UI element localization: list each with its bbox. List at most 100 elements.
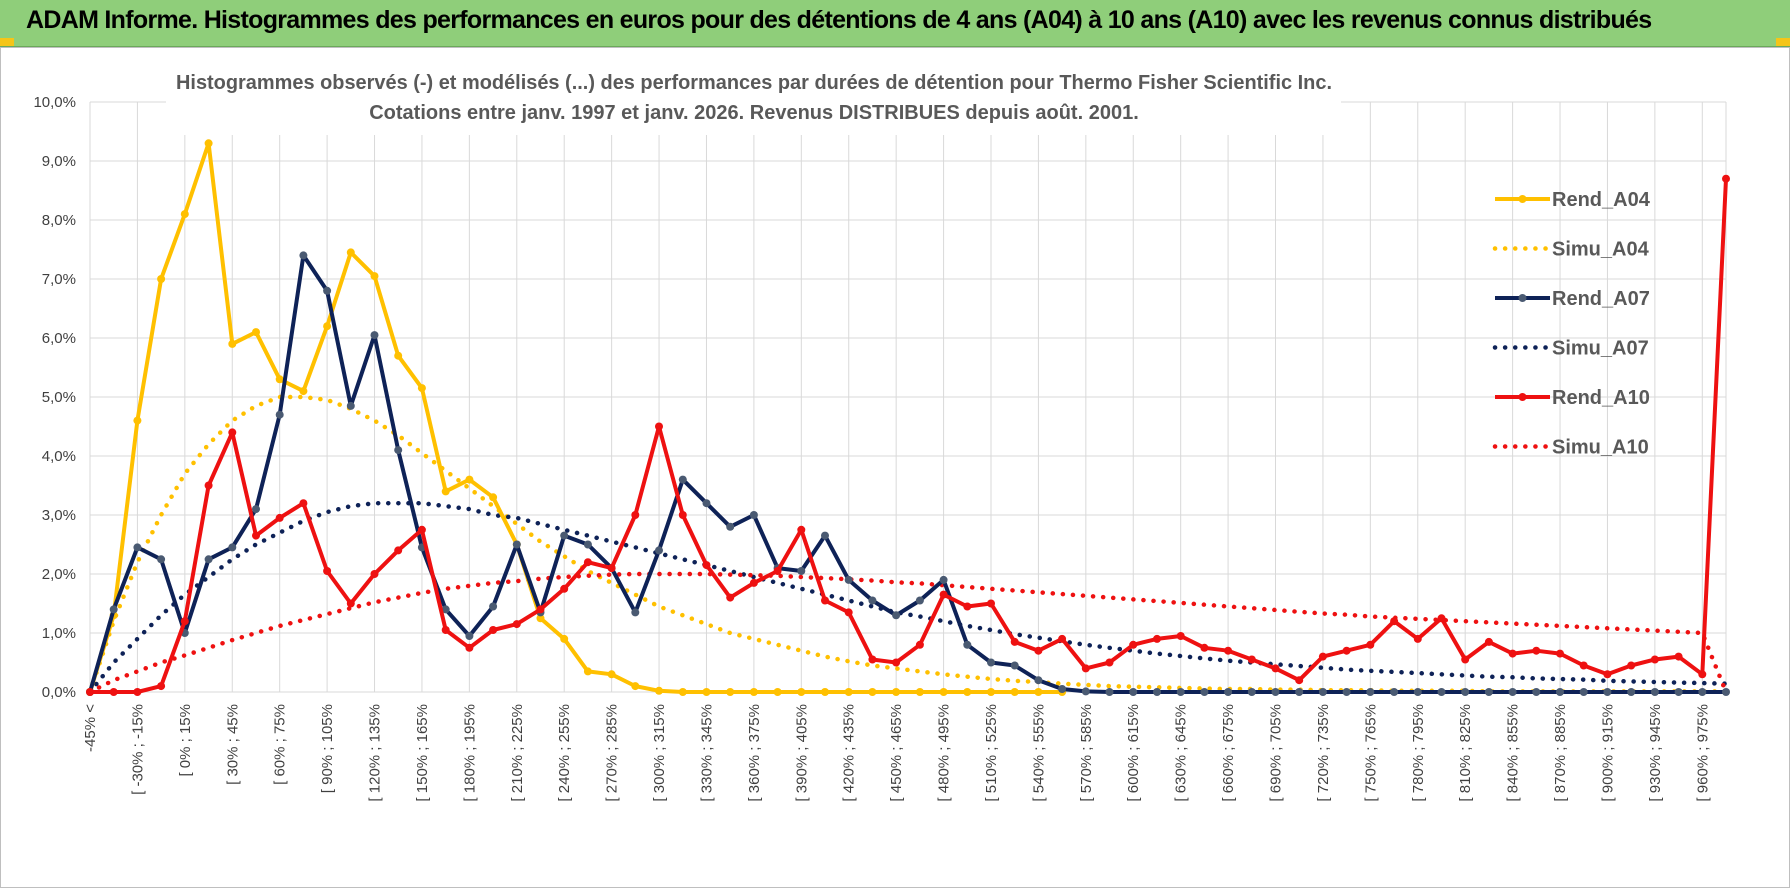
title-banner: ADAM Informe. Histogrammes des performan… — [0, 0, 1790, 47]
point-rend-a10 — [821, 596, 829, 605]
y-tick-label: 7,0% — [42, 271, 76, 288]
point-rend-a07 — [109, 605, 118, 614]
series-rend-a07 — [88, 253, 1726, 694]
point-rend-a07 — [204, 555, 213, 564]
x-tick-label: [ 540% ; 555% — [1030, 704, 1047, 802]
x-tick-label: [ 720% ; 735% — [1315, 704, 1332, 802]
point-rend-a04 — [915, 688, 924, 696]
point-rend-a10 — [1105, 658, 1114, 667]
point-rend-a07 — [1674, 688, 1683, 696]
y-tick-label: 9,0% — [42, 153, 76, 170]
x-tick-label: [ 630% ; 645% — [1173, 704, 1190, 802]
y-tick-label: 0,0% — [42, 684, 76, 701]
x-tick-label: -45% < — [82, 704, 99, 752]
point-rend-a07 — [868, 596, 877, 605]
point-rend-a10 — [678, 511, 687, 519]
legend-marker-rend-a04 — [1518, 195, 1527, 203]
point-rend-a10 — [844, 608, 853, 617]
point-rend-a07 — [1081, 687, 1090, 696]
point-rend-a07 — [1295, 688, 1304, 696]
x-tick-label: [ 810% ; 825% — [1457, 704, 1474, 802]
x-tick-label: [ 450% ; 465% — [888, 704, 905, 802]
point-rend-a10 — [631, 511, 640, 519]
point-rend-a04 — [655, 686, 663, 695]
x-tick-label: [ 120% ; 135% — [367, 704, 384, 802]
x-tick-label: [ 240% ; 255% — [556, 704, 573, 802]
y-tick-label: 4,0% — [42, 448, 76, 465]
series-simu-a07 — [87, 500, 1729, 695]
point-rend-a10 — [1603, 670, 1612, 679]
point-rend-a07 — [1153, 688, 1161, 696]
point-rend-a07 — [1318, 688, 1327, 696]
series-rend-a10 — [90, 178, 1728, 694]
x-tick-label: [ 690% ; 705% — [1268, 704, 1285, 802]
point-rend-a07 — [749, 511, 758, 519]
point-rend-a10 — [1650, 655, 1659, 664]
point-rend-a07 — [1556, 688, 1564, 696]
point-rend-a07 — [726, 522, 735, 531]
point-rend-a07 — [1627, 688, 1636, 696]
point-rend-a04 — [607, 670, 616, 679]
legend-marker-rend-a10 — [1518, 393, 1527, 401]
point-rend-a10 — [1318, 652, 1327, 661]
point-rend-a04 — [797, 688, 806, 696]
point-rend-a10 — [749, 578, 758, 587]
point-rend-a04 — [939, 688, 948, 696]
point-rend-a07 — [560, 531, 569, 540]
point-rend-a07 — [1176, 688, 1185, 696]
legend-label-rend-a10: Rend_A10 — [1552, 387, 1650, 409]
point-rend-a04 — [749, 688, 758, 696]
x-tick-label: [ 960% ; 975% — [1694, 704, 1711, 802]
banner-corner-right — [1776, 38, 1790, 46]
point-rend-a10 — [1698, 670, 1707, 679]
point-rend-a10 — [394, 546, 403, 555]
point-rend-a10 — [1461, 655, 1470, 664]
x-tick-label: [ 270% ; 285% — [604, 704, 621, 802]
point-rend-a04 — [299, 387, 308, 396]
point-rend-a04 — [702, 688, 711, 696]
point-rend-a04 — [489, 493, 498, 502]
point-rend-a07 — [1105, 688, 1114, 696]
point-rend-a07 — [370, 331, 379, 340]
x-tick-label: [ 780% ; 795% — [1410, 704, 1427, 802]
x-tick-label: [ 90% ; 105% — [319, 704, 336, 793]
x-tick-label: [ 870% ; 885% — [1552, 704, 1569, 802]
point-rend-a10 — [1366, 640, 1375, 649]
x-tick-label: [ 300% ; 315% — [651, 704, 668, 802]
point-rend-a10 — [536, 605, 545, 614]
point-rend-a10 — [868, 655, 877, 664]
point-rend-a07 — [323, 286, 332, 295]
point-rend-a07 — [1508, 688, 1517, 696]
point-rend-a10 — [465, 643, 474, 652]
point-rend-a10 — [86, 688, 94, 696]
point-rend-a07 — [821, 531, 829, 540]
point-rend-a04 — [987, 688, 995, 696]
point-rend-a07 — [299, 251, 308, 260]
y-tick-label: 5,0% — [42, 389, 76, 406]
point-rend-a10 — [726, 593, 735, 602]
legend: Rend_A04 Simu_A04 Rend_A07 Simu_A07 Rend_A10… — [1492, 189, 1651, 459]
point-rend-a10 — [1010, 637, 1019, 646]
x-tick-label: [ 30% ; 45% — [224, 704, 241, 785]
point-rend-a07 — [678, 475, 687, 484]
point-rend-a10 — [1413, 634, 1422, 643]
point-rend-a04 — [465, 475, 474, 484]
point-rend-a04 — [1034, 688, 1043, 696]
point-rend-a10 — [441, 626, 450, 634]
x-tick-label: [ 750% ; 765% — [1362, 704, 1379, 802]
point-rend-a07 — [655, 546, 663, 555]
point-rend-a10 — [512, 620, 521, 629]
point-rend-a07 — [489, 602, 498, 611]
point-rend-a07 — [1010, 661, 1019, 670]
point-rend-a10 — [655, 422, 663, 431]
x-tick-label: [ 390% ; 405% — [793, 704, 810, 802]
point-rend-a07 — [1224, 688, 1233, 696]
point-rend-a07 — [157, 555, 166, 564]
point-rend-a10 — [1295, 676, 1304, 685]
point-rend-a04 — [323, 322, 332, 331]
point-rend-a07 — [1129, 688, 1138, 696]
point-rend-a04 — [441, 487, 450, 496]
point-rend-a04 — [726, 688, 735, 696]
x-tick-label: [ 570% ; 585% — [1078, 704, 1095, 802]
y-tick-label: 2,0% — [42, 566, 76, 583]
